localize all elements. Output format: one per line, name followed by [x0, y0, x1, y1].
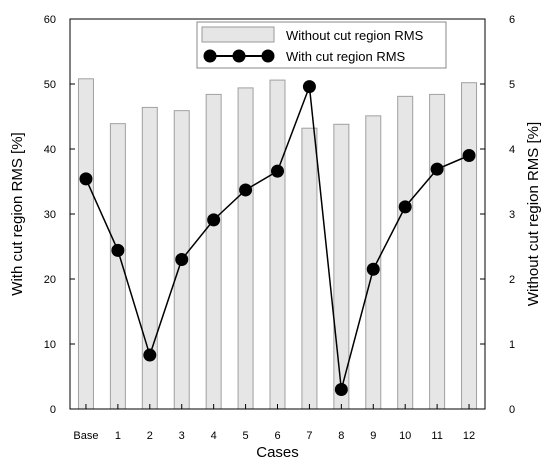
bar — [461, 82, 478, 410]
line-point — [334, 383, 348, 396]
legend-marker — [261, 49, 275, 63]
legend-bar-swatch — [201, 26, 275, 43]
x-tick-label: 2 — [147, 430, 153, 442]
right-y-tick-label: 0 — [509, 404, 515, 416]
legend-marker — [203, 49, 217, 63]
x-tick-label: 10 — [399, 430, 411, 442]
legend-line-markers — [203, 49, 275, 63]
x-tick-label: 7 — [306, 430, 312, 442]
right-y-axis-title: Without cut region RMS [%] — [525, 122, 542, 306]
legend-marker — [232, 49, 246, 63]
bar — [365, 115, 382, 410]
left-y-tick-label: 0 — [50, 404, 56, 416]
line-point — [111, 243, 125, 257]
x-tick-label: 4 — [211, 430, 217, 442]
right-y-tick-label: 4 — [509, 144, 515, 156]
right-y-tick-label: 5 — [509, 79, 515, 91]
legend-bar-label: Without cut region RMS — [286, 28, 424, 43]
x-tick-label: 9 — [370, 430, 376, 442]
bar — [397, 95, 414, 410]
x-tick-label: 8 — [338, 430, 344, 442]
bar — [429, 93, 446, 410]
line-point — [398, 200, 412, 214]
line-point — [143, 348, 157, 362]
line-point — [175, 253, 189, 266]
bar — [269, 79, 286, 410]
left-y-tick-label: 40 — [44, 144, 56, 156]
legend: Without cut region RMS With cut region R… — [196, 21, 447, 69]
right-y-tick-label: 3 — [509, 209, 515, 221]
bar — [301, 127, 318, 410]
legend-line-label: With cut region RMS — [286, 49, 406, 64]
bars-layer — [77, 78, 478, 410]
line-point — [271, 164, 284, 178]
bar — [333, 123, 350, 410]
left-y-tick-label: 60 — [44, 14, 56, 26]
x-tick-label: 5 — [243, 430, 249, 442]
bar — [237, 87, 254, 410]
line-point — [207, 213, 221, 227]
bar — [141, 106, 158, 410]
line-point — [366, 262, 380, 276]
left-y-tick-label: 10 — [44, 339, 56, 351]
right-y-tick-label: 6 — [509, 14, 515, 26]
left-y-axis-title: With cut region RMS [%] — [9, 132, 26, 295]
bar — [205, 93, 222, 410]
line-point — [302, 80, 316, 94]
line-point — [430, 162, 444, 176]
x-tick-label: 3 — [179, 430, 185, 442]
line-point — [462, 149, 476, 162]
x-tick-label: 1 — [115, 430, 121, 442]
left-y-tick-label: 20 — [44, 274, 56, 286]
line-layer — [79, 80, 476, 396]
x-tick-label: Base — [73, 430, 98, 442]
x-tick-label: 12 — [463, 430, 475, 442]
line-point — [239, 183, 253, 197]
left-y-tick-label: 50 — [44, 79, 56, 91]
bar — [77, 78, 94, 410]
left-y-tick-label: 30 — [44, 209, 56, 221]
x-axis-title: Cases — [256, 444, 299, 461]
x-tick-label: 11 — [431, 430, 442, 442]
right-y-tick-label: 2 — [509, 274, 515, 286]
right-y-tick-label: 1 — [509, 339, 515, 351]
line-point — [79, 172, 93, 186]
x-tick-label: 6 — [274, 430, 280, 442]
